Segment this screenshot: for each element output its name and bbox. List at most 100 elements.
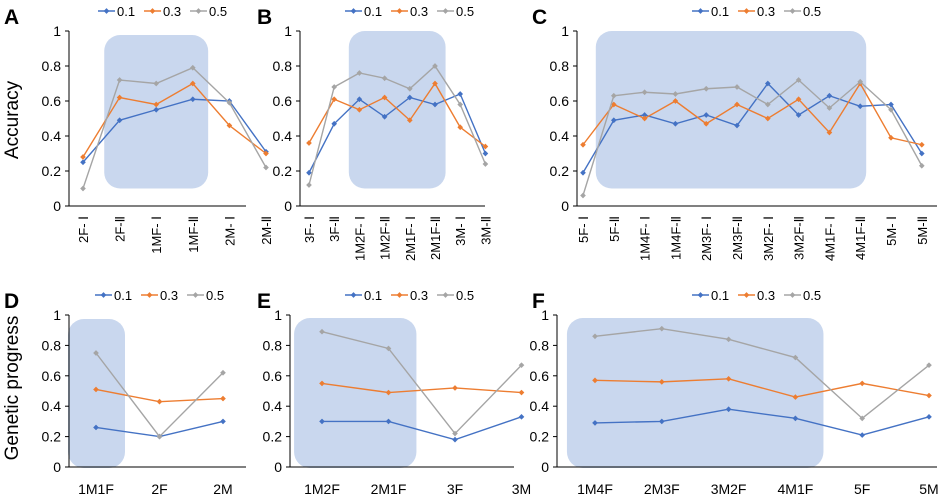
data-point — [926, 362, 932, 368]
legend-label: 0.3 — [410, 288, 428, 303]
data-point — [263, 164, 269, 171]
y-tick-label: 0.4 — [273, 128, 293, 144]
highlight-box-c — [595, 31, 867, 189]
y-tick-label: 0 — [53, 459, 61, 475]
data-point — [153, 80, 160, 87]
data-point — [452, 430, 458, 437]
data-point — [319, 418, 325, 425]
data-point — [641, 112, 648, 118]
data-point — [153, 101, 160, 108]
highlight-box-e — [294, 318, 417, 468]
data-point — [592, 333, 598, 340]
data-point — [381, 113, 388, 120]
legend-label: 0.3 — [410, 4, 428, 19]
data-point — [406, 117, 413, 124]
data-point — [189, 80, 196, 87]
data-point — [857, 78, 864, 85]
data-point — [764, 101, 771, 108]
series-line-0.3 — [308, 82, 486, 148]
series-line-0.1 — [594, 408, 930, 436]
legend-marker — [743, 8, 750, 14]
legend-marker — [442, 8, 449, 14]
data-point — [306, 140, 312, 146]
y-tick-label: 0 — [561, 198, 569, 214]
y-tick-label: 0.8 — [263, 337, 283, 353]
y-tick-label: 0.4 — [550, 128, 570, 144]
data-point — [432, 80, 438, 87]
y-tick-label: 0.4 — [42, 398, 62, 414]
legend-label: 0.5 — [206, 288, 224, 303]
data-point — [153, 106, 160, 113]
y-tick-label: 0.4 — [263, 398, 283, 414]
y-tick-label: 0.8 — [42, 58, 62, 74]
data-point — [580, 169, 586, 176]
data-point — [482, 161, 489, 167]
data-point — [220, 418, 226, 425]
legend-marker — [195, 8, 202, 14]
data-point — [672, 120, 679, 127]
data-point — [703, 120, 710, 127]
data-point — [116, 117, 123, 124]
legend-marker — [442, 292, 449, 298]
x-tick-label: 2M3F — [644, 481, 680, 497]
x-tick-label: 5F — [854, 481, 870, 497]
legend-label: 0.3 — [757, 4, 775, 19]
panel-letter: D — [4, 290, 19, 313]
x-tick-label: 2M3F- Ⅰ — [699, 216, 714, 261]
y-tick-label: 0.2 — [263, 429, 283, 445]
series-line-0.5 — [582, 79, 923, 196]
y-tick-label: 0.2 — [273, 163, 293, 179]
data-point — [918, 150, 925, 157]
y-tick-label: 0 — [541, 459, 549, 475]
x-tick-label: 3F- Ⅰ — [302, 216, 317, 243]
data-point — [658, 379, 665, 385]
data-point — [888, 106, 894, 113]
legend-label: 0.1 — [117, 4, 135, 19]
data-point — [888, 101, 894, 108]
data-point — [331, 120, 338, 127]
data-point — [918, 141, 925, 148]
series-line-0.5 — [82, 66, 267, 189]
x-tick-label: 1MF- Ⅰ — [149, 216, 164, 254]
series-line-0.3 — [594, 378, 930, 398]
y-tick-label: 0.6 — [550, 93, 570, 109]
data-point — [93, 350, 99, 356]
y-tick-label: 1 — [274, 307, 282, 323]
x-tick-label: 2M- Ⅰ — [222, 216, 237, 246]
y-tick-label: 0.6 — [263, 368, 283, 384]
data-point — [116, 94, 123, 101]
legend-label: 0.1 — [364, 288, 382, 303]
data-point — [457, 101, 464, 108]
y-tick-label: 0 — [53, 198, 61, 214]
data-point — [263, 150, 269, 157]
legend-label: 0.1 — [711, 288, 729, 303]
data-point — [792, 394, 799, 400]
series-line-0.1 — [308, 93, 487, 174]
data-point — [580, 141, 586, 148]
data-point — [381, 75, 388, 82]
data-point — [658, 325, 665, 332]
data-point — [859, 415, 866, 422]
data-point — [406, 94, 413, 101]
x-tick-label: 5M- Ⅰ — [884, 216, 899, 246]
x-tick-label: 1M4F — [577, 481, 613, 497]
data-point — [641, 89, 648, 96]
data-point — [764, 115, 771, 122]
data-point — [432, 101, 438, 108]
data-point — [610, 101, 617, 108]
panel-a: 0 0.2 0.4 0.6 0.8 1 2F- Ⅰ 2F-Ⅱ 1MF- Ⅰ 1MF-Ⅱ 2M- Ⅰ 2… — [4, 4, 274, 254]
y-tick-label: 0.2 — [42, 429, 62, 445]
legend-marker — [789, 292, 796, 298]
data-point — [331, 84, 338, 90]
x-tick-label: 2M3F-Ⅱ — [730, 216, 745, 260]
legend-label: 0.3 — [757, 288, 775, 303]
data-point — [725, 336, 732, 343]
legend-marker — [697, 8, 704, 14]
x-tick-label: 1M2F-Ⅱ — [378, 216, 393, 260]
data-point — [356, 106, 363, 113]
y-tick-label: 0.2 — [530, 429, 550, 445]
y-tick-label: 1 — [561, 23, 569, 39]
x-tick-label: 1M4F-Ⅱ — [668, 216, 683, 260]
series-line-0.5 — [321, 331, 523, 435]
